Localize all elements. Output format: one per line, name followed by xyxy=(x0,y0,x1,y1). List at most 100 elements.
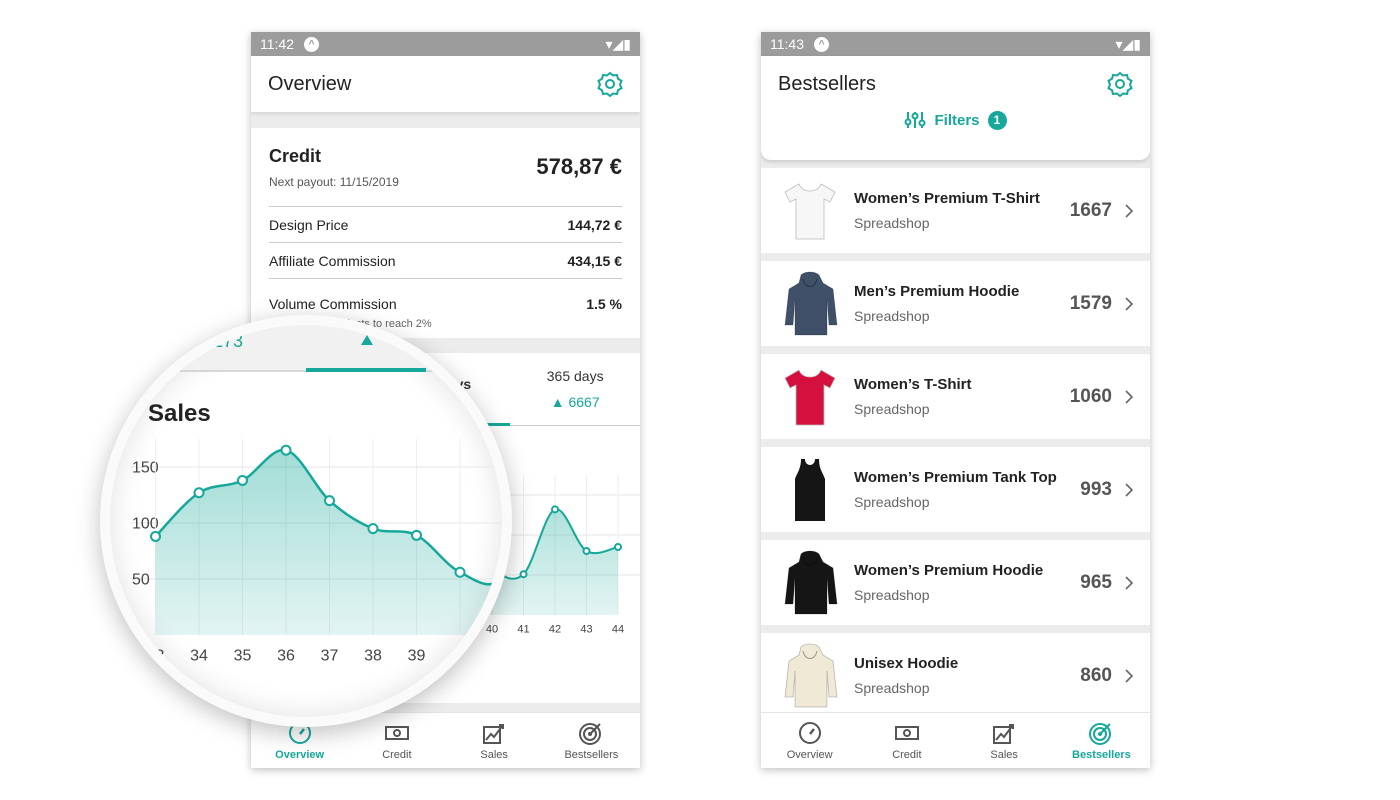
shop-name: Spreadshop xyxy=(854,308,930,324)
sales-count: 1060 xyxy=(1069,385,1112,407)
chart-growth-icon xyxy=(481,721,507,745)
nav-item-credit[interactable]: Credit xyxy=(348,713,445,768)
row-label: Affiliate Commission xyxy=(269,252,396,269)
nav-item-bestsellers[interactable]: Bestsellers xyxy=(1053,713,1150,768)
sales-count: 1579 xyxy=(1069,292,1112,314)
product-image xyxy=(784,182,836,239)
chevron-right-icon xyxy=(1125,575,1134,590)
signal-battery-icon: ▾◢▮ xyxy=(1115,35,1142,52)
y-tick-label: 100 xyxy=(132,516,159,533)
product-name: Men’s Premium Hoodie xyxy=(854,283,1020,300)
tab-365-days[interactable]: 365 days ▲ 6667 xyxy=(510,353,640,425)
product-image xyxy=(784,271,838,335)
filters-count-badge: 1 xyxy=(987,110,1007,130)
next-payout: Next payout: 11/15/2019 xyxy=(269,175,399,189)
status-bar: 11:43 ^ ▾◢▮ xyxy=(761,32,1150,56)
chevron-right-icon xyxy=(1125,668,1134,683)
design-price-row: Design Price 144,72 € xyxy=(269,206,622,242)
bestsellers-screen: 11:43 ^ ▾◢▮ Bestsellers Filters 1 Women’… xyxy=(761,32,1150,768)
bottom-nav: Overview Credit Sales Bestsellers xyxy=(761,712,1150,768)
x-tick-label: 40 xyxy=(451,648,469,665)
banknote-icon xyxy=(384,721,410,745)
chart-magnifier: 173Sales50100150333435363738394041424344 xyxy=(100,315,512,727)
shop-name: Spreadshop xyxy=(854,494,930,510)
nav-label: Overview xyxy=(275,748,325,761)
nav-label: Sales xyxy=(480,748,508,761)
filters-button[interactable]: Filters 1 xyxy=(761,110,1150,130)
list-item[interactable]: Women’s T-Shirt Spreadshop 1060 xyxy=(761,354,1150,439)
nav-item-sales[interactable]: Sales xyxy=(446,713,543,768)
sales-count: 965 xyxy=(1080,571,1112,593)
nav-item-sales[interactable]: Sales xyxy=(956,713,1053,768)
nav-label: Bestsellers xyxy=(564,748,619,761)
status-time: 11:43 xyxy=(770,36,804,52)
tab-value: ▲ 6667 xyxy=(550,394,600,410)
tab-label: 365 days xyxy=(546,368,604,384)
shop-name: Spreadshop xyxy=(854,215,930,231)
list-item[interactable]: Women’s Premium Hoodie Spreadshop 965 xyxy=(761,540,1150,625)
sales-count: 860 xyxy=(1080,664,1112,686)
product-image xyxy=(784,550,838,614)
notification-icon: ^ xyxy=(304,36,319,52)
x-tick-label: 44 xyxy=(612,624,624,636)
data-point xyxy=(411,529,422,541)
credit-title: Credit xyxy=(269,146,322,166)
chevron-right-icon xyxy=(1125,296,1134,311)
tab-value: 173 xyxy=(213,331,243,351)
product-name: Unisex Hoodie xyxy=(854,655,959,672)
target-icon xyxy=(578,721,604,745)
nav-item-bestsellers[interactable]: Bestsellers xyxy=(543,713,640,768)
signal-battery-icon: ▾◢▮ xyxy=(605,35,632,52)
list-item[interactable]: Unisex Hoodie Spreadshop 860 xyxy=(761,633,1150,718)
nav-item-overview[interactable]: Overview xyxy=(251,713,348,768)
data-point xyxy=(454,566,466,578)
target-icon xyxy=(1088,721,1114,745)
x-tick-label: 42 xyxy=(549,624,561,636)
nav-item-credit[interactable]: Credit xyxy=(858,713,955,768)
credit-total: 578,87 € xyxy=(536,154,622,179)
credit-card[interactable]: Credit Next payout: 11/15/2019 578,87 € … xyxy=(251,128,640,338)
list-item[interactable]: Men’s Premium Hoodie Spreadshop 1579 xyxy=(761,261,1150,346)
app-header: Overview xyxy=(251,56,640,112)
data-point xyxy=(582,547,591,555)
chevron-right-icon xyxy=(1125,203,1134,218)
list-item[interactable]: Women’s Premium T-Shirt Spreadshop 1667 xyxy=(761,168,1150,253)
x-tick-label: 34 xyxy=(190,648,208,665)
notification-icon: ^ xyxy=(814,36,829,52)
page-title: Overview xyxy=(268,72,352,95)
banknote-icon xyxy=(894,721,920,745)
data-point xyxy=(519,570,528,579)
x-tick-label: 37 xyxy=(321,648,339,665)
page-title: Bestsellers xyxy=(778,72,876,95)
row-value: 144,72 € xyxy=(567,216,623,233)
data-point xyxy=(237,474,248,486)
list-item[interactable]: Women’s Premium Tank Top Spreadshop 993 xyxy=(761,447,1150,532)
sliders-icon xyxy=(904,112,926,128)
row-value: 434,15 € xyxy=(567,252,623,269)
data-point xyxy=(551,505,559,514)
shop-name: Spreadshop xyxy=(854,401,930,417)
x-tick-label: 41 xyxy=(495,648,512,665)
nav-label: Sales xyxy=(990,748,1018,761)
chevron-right-icon xyxy=(1125,482,1134,497)
shop-name: Spreadshop xyxy=(854,587,930,603)
x-tick-label: 33 xyxy=(147,648,165,665)
product-name: Women’s Premium T-Shirt xyxy=(854,190,1040,207)
nav-item-overview[interactable]: Overview xyxy=(761,713,858,768)
sales-count: 993 xyxy=(1080,478,1112,500)
row-label: Volume Commission xyxy=(269,296,397,312)
row-value: 1.5 % xyxy=(586,296,622,312)
data-point xyxy=(193,487,205,499)
x-tick-label: 36 xyxy=(277,648,295,665)
gear-icon[interactable] xyxy=(1107,71,1133,97)
nav-label: Credit xyxy=(382,748,412,761)
data-point xyxy=(498,572,502,584)
product-image xyxy=(784,368,836,425)
speedometer-icon xyxy=(797,721,823,745)
sales-area xyxy=(155,450,502,635)
app-header: Bestsellers Filters 1 xyxy=(761,56,1150,160)
status-bar: 11:42 ^ ▾◢▮ xyxy=(251,32,640,56)
nav-label: Overview xyxy=(786,748,833,761)
x-tick-label: 35 xyxy=(234,648,252,665)
gear-icon[interactable] xyxy=(597,71,623,97)
